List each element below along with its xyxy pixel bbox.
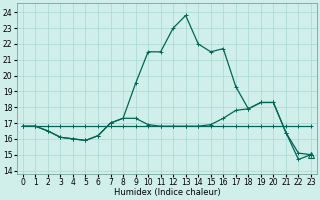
X-axis label: Humidex (Indice chaleur): Humidex (Indice chaleur): [114, 188, 220, 197]
